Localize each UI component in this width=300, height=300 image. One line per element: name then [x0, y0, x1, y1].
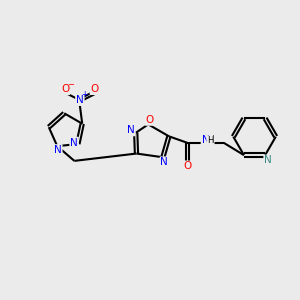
- Text: −: −: [67, 80, 74, 89]
- Text: N: N: [264, 155, 272, 165]
- Text: N: N: [202, 135, 209, 145]
- Text: N: N: [127, 125, 135, 136]
- Text: H: H: [207, 135, 214, 144]
- Text: O: O: [61, 84, 69, 94]
- Text: N: N: [76, 95, 84, 105]
- Text: N: N: [54, 145, 62, 155]
- Text: O: O: [183, 161, 191, 171]
- Text: H: H: [207, 136, 213, 145]
- Text: O: O: [91, 84, 99, 94]
- Text: N: N: [160, 157, 168, 167]
- Text: O: O: [146, 115, 154, 125]
- Text: +: +: [82, 90, 88, 99]
- Text: N: N: [70, 137, 78, 148]
